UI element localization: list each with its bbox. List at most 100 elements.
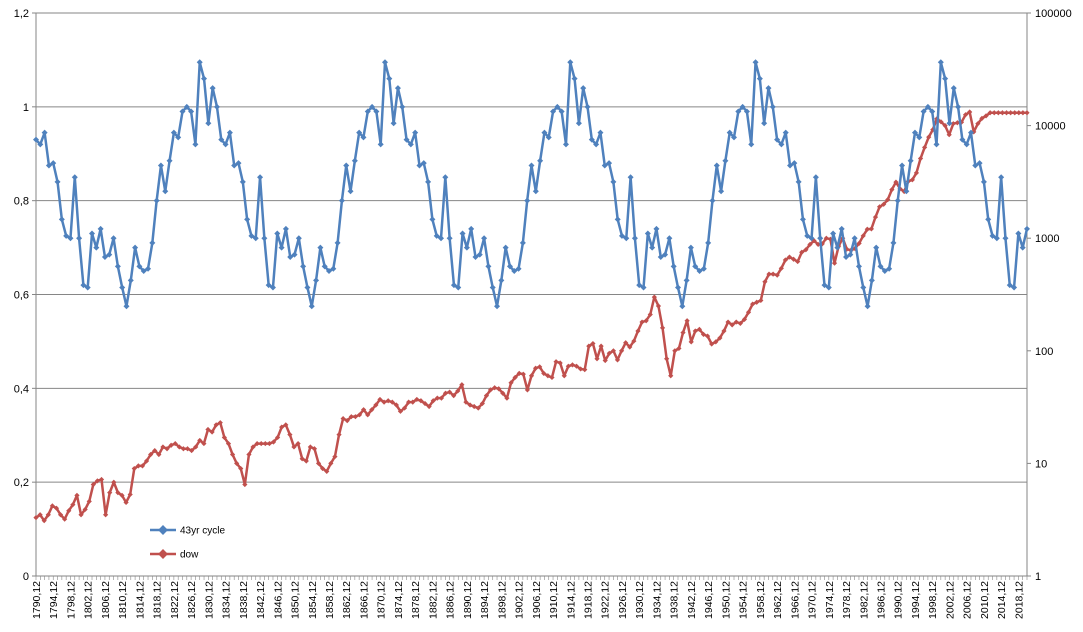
dow-point [160, 444, 166, 450]
dow-point [590, 340, 596, 347]
cycle-point [683, 277, 690, 284]
x-tick-label: 1978,12 [841, 581, 853, 619]
dow-point [725, 319, 731, 325]
dow-point [987, 110, 993, 116]
x-tick-label: 1926,12 [617, 581, 629, 619]
dow-point [676, 345, 682, 352]
dow-point [156, 451, 162, 458]
x-tick-label: 1918,12 [583, 581, 595, 619]
cycle-point [735, 108, 742, 115]
cycle-point [498, 277, 505, 284]
right-tick-label: 1 [1035, 571, 1041, 583]
cycle-point [614, 216, 621, 223]
cycle-point [67, 235, 74, 242]
x-tick-label: 1798,12 [65, 581, 77, 619]
cycle-point [239, 178, 246, 185]
dow-point [975, 121, 981, 127]
dow-point [135, 463, 141, 469]
cycle-point [950, 85, 957, 92]
dow-point [107, 490, 113, 496]
dow-point [639, 319, 645, 325]
cycle-point [325, 268, 332, 275]
dow-point [37, 512, 43, 518]
dow-point [512, 374, 518, 381]
dow-point [881, 201, 887, 207]
dow-point [721, 328, 727, 334]
dow-point [483, 393, 490, 399]
dow-point [418, 398, 424, 404]
dow-point [451, 393, 457, 399]
cycle-point [356, 129, 363, 136]
legend-swatch-marker [158, 525, 168, 535]
x-tick-label: 1846,12 [272, 581, 284, 619]
dow-point [561, 373, 567, 379]
dow-point [393, 402, 399, 408]
cycle-point [799, 216, 806, 223]
cycle-point [106, 251, 113, 258]
dow-point [131, 465, 137, 472]
dow-point [164, 446, 170, 452]
dow-point [172, 440, 178, 447]
dow-point [917, 155, 924, 162]
dow-point [504, 395, 510, 401]
cycle-point [558, 108, 565, 115]
cycle-point [248, 232, 255, 239]
left-tick-label: 0,2 [14, 477, 29, 489]
cycle-point [377, 141, 384, 148]
cycle-point [446, 235, 453, 242]
cycle-point [295, 235, 302, 242]
dow-point [684, 318, 690, 324]
x-tick-label: 1834,12 [221, 581, 233, 619]
cycle-point [899, 162, 906, 169]
cycle-point [76, 235, 83, 242]
cycle-point [472, 253, 479, 260]
dow-point [983, 113, 989, 119]
cycle-point [752, 59, 759, 66]
dow-point [868, 226, 874, 232]
dow-point [799, 249, 805, 255]
dow-point [258, 440, 264, 447]
x-tick-label: 1946,12 [703, 581, 715, 619]
dow-point [430, 398, 436, 404]
cycle-point [442, 174, 449, 181]
cycle-point [132, 244, 139, 251]
dow-point [475, 405, 481, 411]
cycle-point [597, 129, 604, 136]
cycle-point [455, 284, 462, 291]
cycle-point [425, 178, 432, 185]
cycle-point [494, 303, 501, 310]
dow-point [962, 112, 969, 118]
cycle-point [114, 263, 121, 270]
dow-point [62, 516, 68, 522]
dow-point [94, 478, 101, 484]
cycle-point [774, 136, 781, 143]
dow-point [856, 240, 862, 246]
dow-point [1016, 110, 1022, 116]
dow-point [377, 396, 383, 403]
cycle-point [804, 232, 811, 239]
cycle-point [886, 265, 893, 272]
cycle-point [84, 284, 91, 291]
dow-point [471, 403, 477, 410]
dow-point [295, 440, 301, 447]
cycle-point [911, 129, 918, 136]
dow-point [889, 187, 895, 193]
cycle-point [972, 162, 979, 169]
x-tick-label: 1898,12 [496, 581, 508, 619]
cycle-point [54, 178, 61, 185]
legend-item-43yr-cycle: 43yr cycle [150, 525, 225, 537]
cycle-point [778, 141, 785, 148]
dow-point [266, 440, 273, 447]
cycle-point [127, 277, 134, 284]
legend: 43yr cycle dow [150, 525, 225, 561]
x-tick-label: 2018,12 [1013, 581, 1025, 619]
dow-point [549, 374, 555, 381]
cycle-point [481, 235, 488, 242]
dow-point [438, 395, 445, 401]
cycle-point [726, 129, 733, 136]
cycle-point [1024, 225, 1030, 232]
cycle-point [787, 162, 794, 169]
x-tick-label: 1894,12 [479, 581, 491, 619]
cycle-point [390, 120, 397, 127]
dow-point [143, 458, 150, 464]
